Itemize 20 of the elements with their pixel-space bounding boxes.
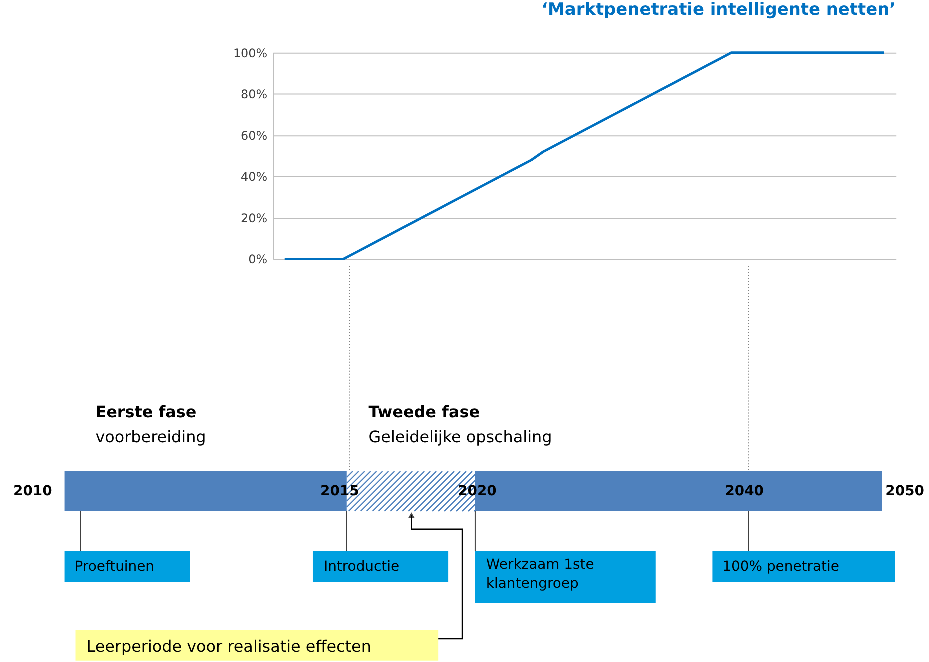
- text: Introductie: [324, 559, 400, 576]
- text: 2040: [725, 483, 764, 500]
- text: Eerste fase: [96, 402, 197, 422]
- text: Leerperiode voor realisatie effecten: [86, 636, 372, 656]
- text: Tweede fase: [368, 402, 480, 422]
- text: voorbereiding: [96, 428, 206, 447]
- text: Geleidelijke opschaling: [368, 428, 552, 447]
- line-series: [284, 52, 886, 260]
- y-tick-label: 100%: [233, 46, 268, 60]
- y-tick-label: 80%: [241, 88, 268, 102]
- text: Proeftuinen: [74, 559, 155, 576]
- y-tick-label: 0%: [248, 252, 268, 267]
- text: 2010: [13, 483, 53, 500]
- y-tick-label: 40%: [241, 170, 268, 184]
- text: Werkzaam 1ste klantengroep: [486, 557, 594, 592]
- chart-title: ‘Marktpenetratie intelligente netten’: [542, 0, 896, 20]
- y-tick-label: 60%: [241, 128, 268, 143]
- y-tick-label: 20%: [241, 211, 268, 226]
- text: 100% penetratie: [722, 559, 840, 576]
- text: 2050: [886, 483, 925, 500]
